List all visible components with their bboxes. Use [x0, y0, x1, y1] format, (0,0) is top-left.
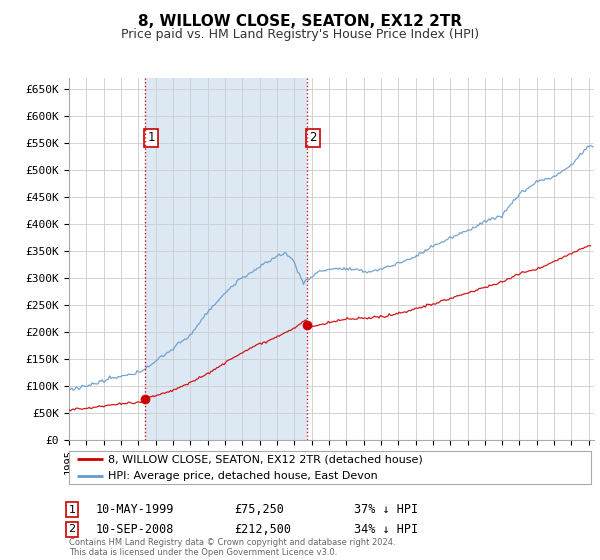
Text: 2: 2: [309, 132, 317, 144]
Text: 2: 2: [68, 524, 76, 534]
Text: Price paid vs. HM Land Registry's House Price Index (HPI): Price paid vs. HM Land Registry's House …: [121, 28, 479, 41]
Text: 8, WILLOW CLOSE, SEATON, EX12 2TR (detached house): 8, WILLOW CLOSE, SEATON, EX12 2TR (detac…: [108, 454, 423, 464]
Bar: [145, 78, 307, 440]
Text: 34% ↓ HPI: 34% ↓ HPI: [354, 522, 418, 536]
Text: 8, WILLOW CLOSE, SEATON, EX12 2TR: 8, WILLOW CLOSE, SEATON, EX12 2TR: [138, 14, 462, 29]
Text: HPI: Average price, detached house, East Devon: HPI: Average price, detached house, East…: [108, 471, 378, 481]
Text: 37% ↓ HPI: 37% ↓ HPI: [354, 503, 418, 516]
Text: 1: 1: [148, 132, 155, 144]
Text: £75,250: £75,250: [234, 503, 284, 516]
Text: 10-MAY-1999: 10-MAY-1999: [96, 503, 175, 516]
Text: Contains HM Land Registry data © Crown copyright and database right 2024.
This d: Contains HM Land Registry data © Crown c…: [69, 538, 395, 557]
Text: 10-SEP-2008: 10-SEP-2008: [96, 522, 175, 536]
Text: 1: 1: [68, 505, 76, 515]
Text: £212,500: £212,500: [234, 522, 291, 536]
